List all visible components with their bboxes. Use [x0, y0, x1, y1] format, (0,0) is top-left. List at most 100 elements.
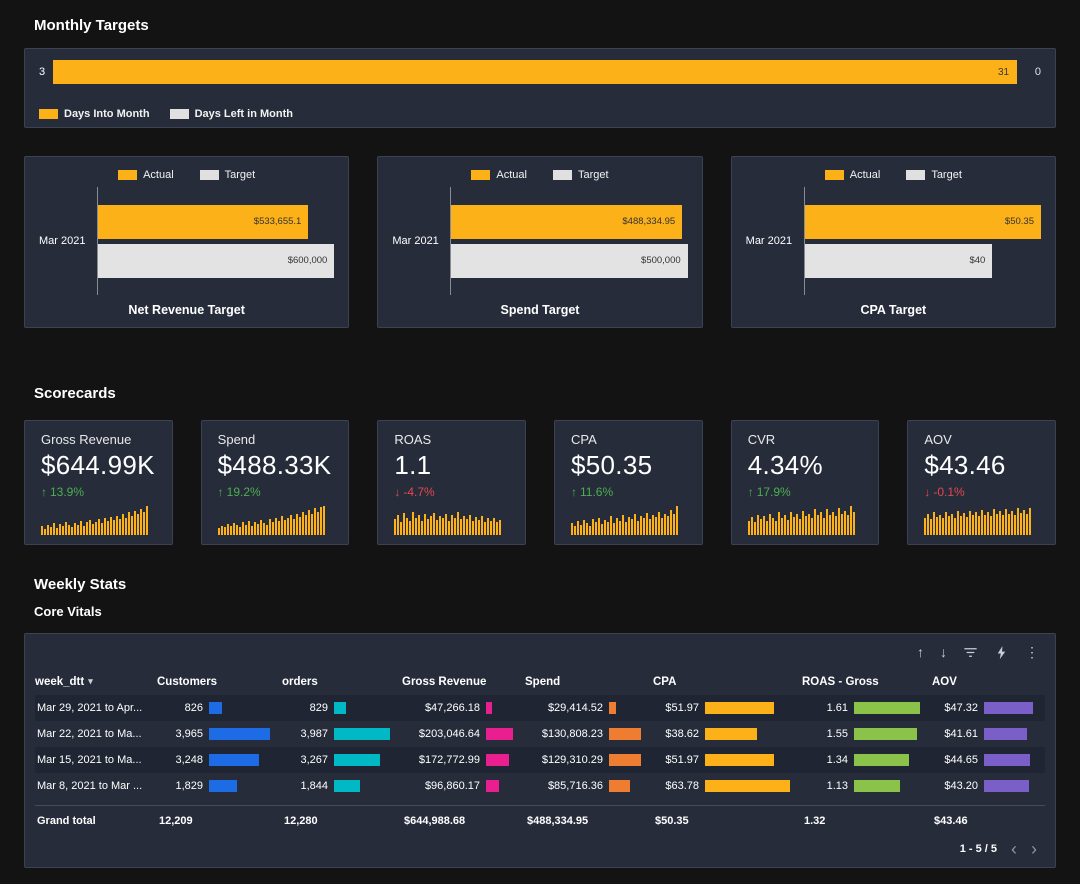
column-header-gross-revenue[interactable]: Gross Revenue — [402, 675, 487, 688]
trend-arrow-icon: ↑ — [571, 485, 578, 499]
legend-item-target[interactable]: Target — [552, 169, 609, 181]
spark-bar — [948, 516, 951, 535]
spark-bar — [472, 521, 475, 535]
spark-bar — [256, 523, 259, 535]
month-axis-label: 3 — [39, 66, 46, 78]
legend-item-actual[interactable]: Actual — [471, 169, 527, 181]
spark-bar — [849, 506, 852, 535]
data-bar-track — [609, 780, 641, 792]
actual-bar[interactable]: $488,334.95 — [451, 204, 683, 239]
legend-item-actual[interactable]: Actual — [118, 169, 174, 181]
legend-item-target[interactable]: Target — [199, 169, 255, 181]
data-bar-track — [984, 780, 1033, 792]
cell-value: $47,266.18 — [424, 702, 480, 714]
spark-bar — [400, 521, 403, 535]
scorecard[interactable]: AOV $43.46 ↓ -0.1% — [907, 420, 1057, 545]
days-into-month-bar[interactable]: 31 — [53, 60, 1018, 84]
data-bar — [486, 702, 493, 714]
scorecards-heading: Scorecards — [34, 385, 116, 402]
metric-cell: $203,046.64 — [402, 728, 525, 740]
scorecard-label: CPA — [571, 432, 597, 447]
next-page-button[interactable]: › — [1031, 839, 1037, 859]
metric-cell: 1,829 — [157, 780, 282, 792]
category-axis-label: Mar 2021 — [392, 235, 439, 247]
spark-bar — [313, 508, 316, 535]
spark-bar — [831, 511, 834, 535]
arrow-up-icon[interactable]: ↑ — [917, 644, 924, 660]
actual-bar[interactable]: $50.35 — [804, 204, 1041, 239]
target-bar[interactable]: $600,000 — [98, 243, 335, 278]
data-bar — [209, 702, 222, 714]
data-bar — [705, 728, 757, 740]
spark-bar — [765, 521, 768, 535]
metric-cell: $29,414.52 — [525, 702, 653, 714]
spark-bar — [756, 514, 759, 535]
spark-bar — [53, 523, 55, 535]
legend-label: Target — [577, 169, 609, 181]
metric-cell: $85,716.36 — [525, 780, 653, 792]
yellow-swatch-icon — [39, 109, 58, 119]
spark-bar — [927, 514, 930, 535]
target-value-label: $40 — [969, 255, 986, 266]
scorecard[interactable]: CPA $50.35 ↑ 11.6% — [554, 420, 703, 545]
spark-bar — [499, 519, 502, 535]
spark-bar — [319, 507, 322, 535]
filter-icon[interactable] — [963, 645, 978, 660]
scorecard[interactable]: CVR 4.34% ↑ 17.9% — [730, 420, 880, 545]
metric-cell: 1.34 — [802, 754, 932, 766]
data-bar-track — [984, 754, 1033, 766]
scorecard[interactable]: Spend $488.33K ↑ 19.2% — [200, 420, 350, 545]
column-header-orders[interactable]: orders — [282, 675, 318, 688]
category-axis-label: Mar 2021 — [745, 235, 793, 247]
week-cell: Mar 29, 2021 to Apr... — [37, 702, 143, 714]
metric-cell: 3,267 — [282, 754, 402, 766]
previous-page-button[interactable]: ‹ — [1011, 839, 1017, 859]
column-header-customers[interactable]: Customers — [157, 675, 218, 688]
data-bar — [854, 780, 901, 792]
column-header-week-dtt[interactable]: week_dtt ▾ — [35, 676, 157, 688]
grand-total-cpa: $50.35 — [655, 814, 689, 827]
table-row[interactable]: Mar 15, 2021 to Ma... 3,248 3,267 $172,772.… — [35, 747, 1045, 773]
spark-bar — [954, 517, 957, 535]
table-row[interactable]: Mar 22, 2021 to Ma... 3,965 3,987 $203,046.… — [35, 721, 1045, 747]
lightning-icon[interactable] — [994, 645, 1009, 660]
spark-bar — [238, 526, 241, 535]
column-header-aov[interactable]: AOV — [932, 675, 957, 688]
spark-bar — [125, 517, 127, 535]
scorecard[interactable]: Gross Revenue $644.99K ↑ 13.9% — [24, 420, 173, 545]
spark-bar — [966, 517, 969, 535]
table-row[interactable]: Mar 29, 2021 to Apr... 826 829 $47,266.18 $2… — [35, 695, 1045, 721]
legend-item-target[interactable]: Target — [906, 169, 962, 181]
spark-bar — [667, 515, 670, 535]
spark-bar — [637, 520, 640, 535]
more-options-icon[interactable]: ⋮ — [1025, 644, 1039, 660]
grand-total-aov: $43.46 — [934, 814, 968, 827]
trend-arrow-icon: ↑ — [747, 485, 754, 499]
metric-cell: $43.20 — [932, 780, 1045, 792]
target-bar[interactable]: $40 — [804, 243, 993, 278]
legend-item-days-left[interactable]: Days Left in Month — [169, 108, 293, 120]
column-header-cpa[interactable]: CPA — [653, 675, 677, 688]
table-row[interactable]: Mar 8, 2021 to Mar ... 1,829 1,844 $96,860.… — [35, 773, 1045, 799]
spark-bar — [268, 519, 271, 535]
column-header-spend[interactable]: Spend — [525, 675, 561, 688]
grand-total-customers: 12,209 — [159, 814, 193, 827]
column-header-roas-gross[interactable]: ROAS - Gross — [802, 675, 879, 688]
spark-bar — [128, 512, 130, 535]
spark-bar — [1017, 508, 1020, 535]
actual-bar[interactable]: $533,655.1 — [98, 204, 309, 239]
spark-bar — [140, 508, 142, 535]
target-card-legend: Actual Target — [746, 169, 1041, 181]
target-bar[interactable]: $500,000 — [451, 243, 688, 278]
scorecard[interactable]: ROAS 1.1 ↓ -4.7% — [377, 420, 527, 545]
spark-bar — [990, 515, 993, 535]
target-bar-chart: Mar 2021 $50.35 $40 — [746, 187, 1041, 295]
arrow-down-icon[interactable]: ↓ — [940, 644, 947, 660]
metric-cell: 829 — [282, 702, 402, 714]
metric-cell: $96,860.17 — [402, 780, 525, 792]
legend-item-actual[interactable]: Actual — [824, 169, 880, 181]
cell-value: $51.97 — [665, 754, 699, 766]
sparkline — [571, 506, 688, 535]
legend-item-days-into-month[interactable]: Days Into Month — [39, 108, 150, 120]
data-bar-track — [486, 780, 513, 792]
